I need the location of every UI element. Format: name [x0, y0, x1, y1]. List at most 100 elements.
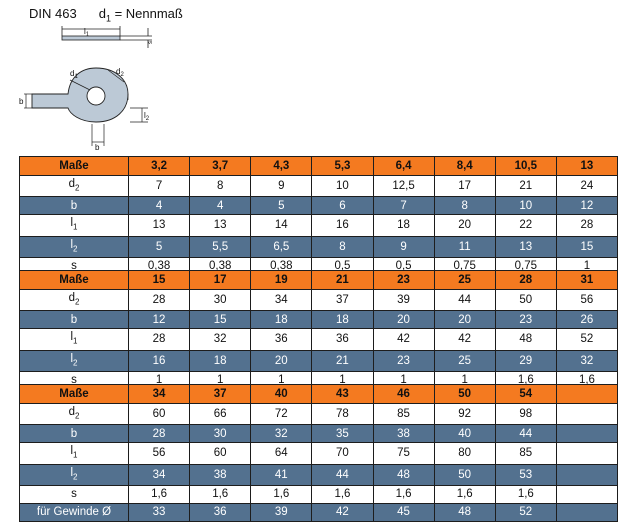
value-cell: 1,6 — [127, 484, 191, 504]
row-label-sub: 1 — [73, 450, 78, 460]
dim-b-bottom: b — [95, 143, 100, 152]
row-label-sub: 2 — [74, 411, 80, 421]
value-cell: 52 — [494, 502, 557, 522]
value-cell: 1,6 — [433, 484, 496, 504]
row-l2: l2 16 18 20 21 23 25 29 32 — [19, 349, 619, 372]
value-cell: 34 — [127, 463, 191, 486]
value-cell: 36 — [311, 328, 374, 351]
row-label-text: s — [71, 374, 77, 387]
value-cell: 44 — [433, 288, 496, 312]
row-label: b — [19, 310, 129, 330]
value-cell: 41 — [250, 463, 313, 486]
row-label: s — [19, 484, 129, 504]
value-cell: 44 — [311, 463, 374, 486]
value-cell: 37 — [311, 288, 374, 312]
size-cell: 43 — [311, 384, 374, 404]
value-cell: 42 — [311, 502, 374, 522]
row-label-sub: 2 — [74, 183, 80, 193]
dim-l1: l1 — [84, 27, 90, 38]
row-label: l2 — [19, 463, 129, 486]
value-cell: 26 — [555, 310, 619, 330]
value-cell: 15 — [189, 310, 252, 330]
value-cell: 9 — [372, 235, 435, 258]
row-label-text: b — [70, 199, 78, 212]
value-cell: 50 — [494, 288, 557, 312]
value-cell: 48 — [433, 502, 496, 522]
page-header: DIN 463 d1 = Nennmaß — [29, 6, 183, 24]
value-cell: 4 — [189, 196, 252, 216]
value-cell: 7 — [127, 174, 191, 198]
row-label-text: l — [70, 352, 74, 365]
size-cell: 34 — [127, 384, 191, 404]
row-label-text: b — [70, 313, 78, 326]
value-cell: 34 — [250, 288, 313, 312]
dim-d2: d2 — [116, 67, 124, 78]
row-label: für Gewinde Ø — [19, 502, 129, 522]
row-label-text: d — [68, 406, 75, 418]
value-cell: 10 — [311, 174, 374, 198]
row-label: l1 — [19, 328, 129, 351]
value-cell: 20 — [250, 349, 313, 372]
dim-b: b — [19, 97, 24, 106]
size-cell: 3,7 — [189, 156, 252, 176]
value-cell: 48 — [494, 328, 557, 351]
size-cell: 6,4 — [372, 156, 435, 176]
value-cell: 52 — [555, 328, 619, 351]
value-cell: 6,5 — [250, 235, 313, 258]
value-cell: 18 — [311, 310, 374, 330]
row-label: d2 — [19, 174, 129, 198]
row-label: d2 — [19, 288, 129, 312]
value-cell: 1,6 — [311, 484, 374, 504]
d1-symbol: d — [98, 6, 106, 21]
row-label-text: b — [70, 427, 78, 440]
row-label: d2 — [19, 402, 129, 426]
value-cell: 44 — [494, 424, 557, 444]
value-cell: 28 — [127, 328, 191, 351]
value-cell: 75 — [372, 442, 435, 465]
value-cell: 16 — [127, 349, 191, 372]
size-cell: 15 — [127, 270, 191, 290]
value-cell: 6 — [311, 196, 374, 216]
value-cell: 28 — [127, 424, 191, 444]
value-cell: 18 — [250, 310, 313, 330]
value-cell: 1,6 — [494, 484, 557, 504]
value-cell: 36 — [189, 502, 252, 522]
value-cell: 13 — [127, 214, 191, 237]
value-cell: 28 — [127, 288, 191, 312]
value-cell: 1,6 — [250, 484, 313, 504]
size-cell: 8,4 — [433, 156, 496, 176]
row-label-text: s — [71, 488, 77, 501]
size-header-row: Maße 15 17 19 21 23 25 28 31 — [19, 270, 619, 290]
row-label-sub: 2 — [74, 297, 80, 307]
row-d2: d2 7 8 9 10 12,5 17 21 24 — [19, 174, 619, 198]
value-cell: 36 — [250, 328, 313, 351]
value-cell: 64 — [250, 442, 313, 465]
value-cell: 92 — [433, 402, 496, 426]
value-cell: 60 — [189, 442, 252, 465]
value-cell: 12 — [127, 310, 191, 330]
size-cell — [555, 384, 619, 404]
washer-drawing: l1 s d1 d2 b l2 b — [19, 26, 154, 152]
row-label-sub: 1 — [73, 222, 78, 232]
row-label-text: l — [70, 238, 74, 251]
value-cell: 21 — [494, 174, 557, 198]
value-cell: 21 — [311, 349, 374, 372]
value-cell: 66 — [189, 402, 252, 426]
row-label: l1 — [19, 442, 129, 465]
row-l1: l1 56 60 64 70 75 80 85 — [19, 442, 619, 465]
value-cell: 15 — [555, 235, 619, 258]
row-b: b 12 15 18 18 20 20 23 26 — [19, 310, 619, 330]
row-label-text: für Gewinde Ø — [36, 506, 112, 519]
size-cell: 50 — [433, 384, 496, 404]
size-cell: 17 — [189, 270, 252, 290]
value-cell: 38 — [372, 424, 435, 444]
value-cell: 70 — [311, 442, 374, 465]
value-cell: 42 — [433, 328, 496, 351]
value-cell: 8 — [189, 174, 252, 198]
size-header-row: Maße 3,2 3,7 4,3 5,3 6,4 8,4 10,5 13 — [19, 156, 619, 176]
value-cell: 78 — [311, 402, 374, 426]
value-cell: 14 — [250, 214, 313, 237]
row-thread: für Gewinde Ø 33 36 39 42 45 48 52 — [19, 502, 619, 522]
row-label: l2 — [19, 349, 129, 372]
value-cell: 13 — [494, 235, 557, 258]
